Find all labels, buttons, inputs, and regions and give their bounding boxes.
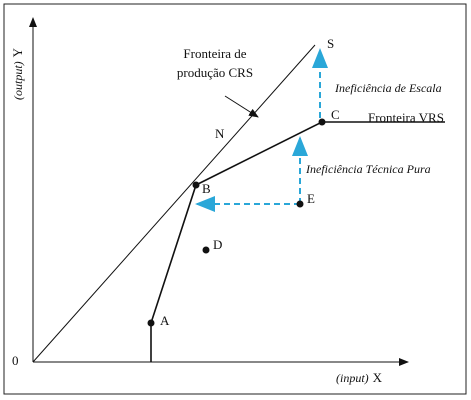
crs-label-1: Fronteira de [183, 46, 246, 61]
vrs-label: Fronteira VRS [368, 110, 444, 125]
y-axis-label: (output) Y [10, 47, 25, 100]
crs-frontier [32, 44, 316, 363]
point-c [318, 118, 326, 126]
label-e: E [307, 191, 315, 206]
label-s: S [327, 36, 334, 51]
vrs-frontier [150, 121, 445, 362]
point-e [296, 200, 304, 208]
label-c: C [331, 107, 340, 122]
label-b: B [202, 181, 211, 196]
label-a: A [160, 313, 170, 328]
point-a [147, 319, 155, 327]
y-name: Y [10, 47, 25, 57]
label-n: N [215, 126, 225, 141]
origin-label: 0 [12, 353, 19, 368]
technical-label: Ineficiência Técnica Pura [305, 162, 431, 176]
x-axis-label: (input) X [336, 370, 383, 385]
point-b [192, 181, 200, 189]
crs-pointer [224, 95, 259, 118]
x-name: X [373, 370, 383, 385]
crs-label-2: produção CRS [177, 65, 253, 80]
point-d [202, 246, 210, 254]
x-unit: (input) [336, 371, 369, 385]
y-unit: (output) [11, 61, 25, 100]
scale-label: Ineficiência de Escala [334, 81, 442, 95]
label-d: D [213, 237, 222, 252]
frame [3, 3, 467, 395]
